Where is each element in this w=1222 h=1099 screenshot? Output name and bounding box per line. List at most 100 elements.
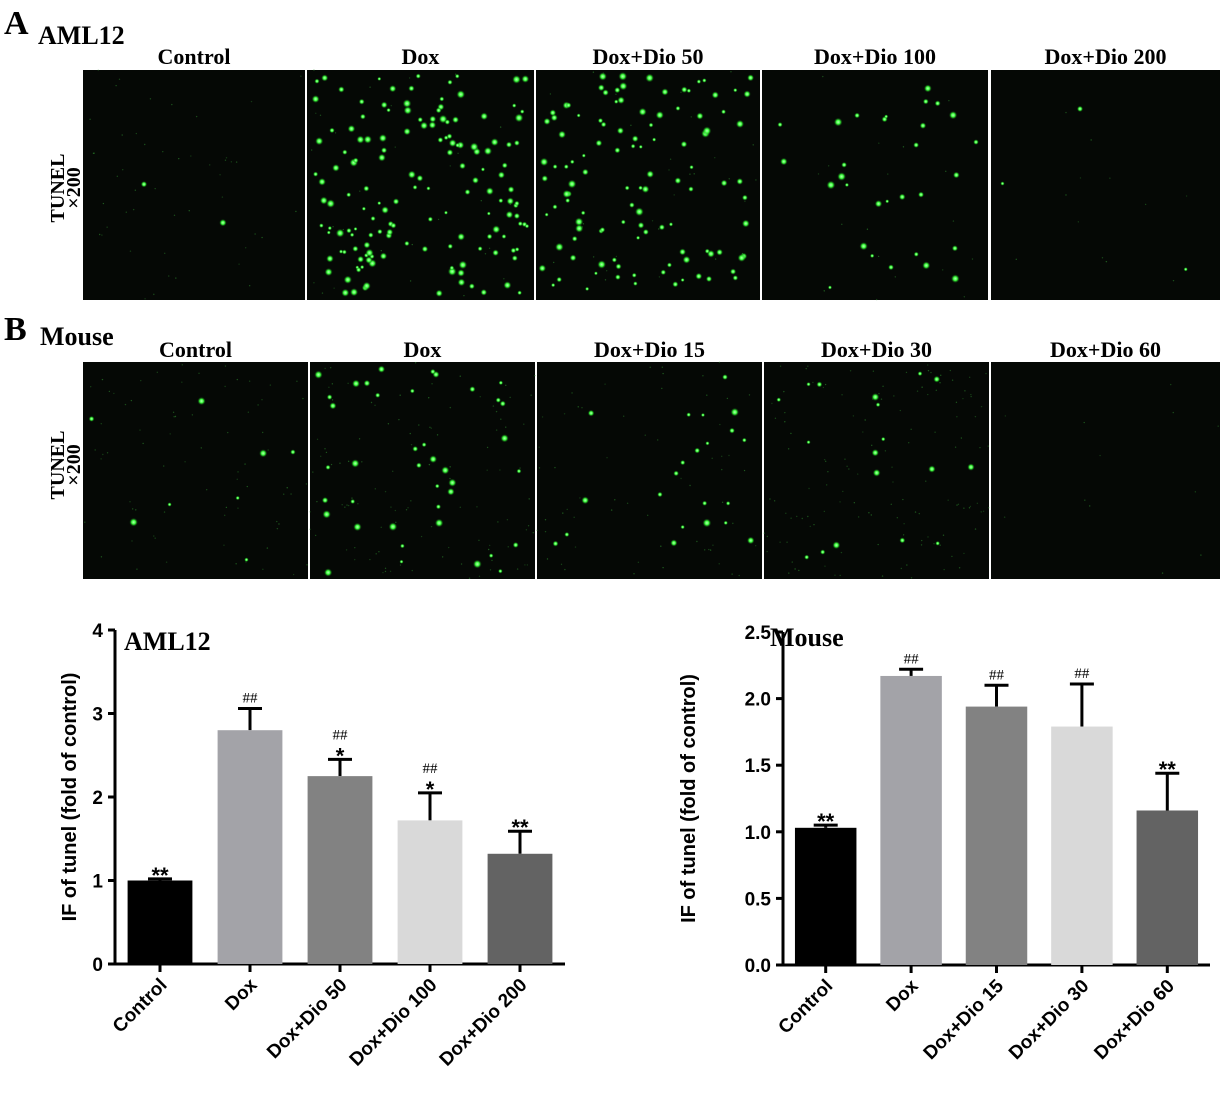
background-speckle [129,250,132,252]
background-speckle [478,575,481,578]
tunel-positive-nucleus [407,170,416,179]
background-speckle [660,545,662,547]
panel-b-micrograph-control [83,362,308,579]
background-speckle [1161,572,1164,574]
background-speckle [124,403,127,406]
background-speckle [823,290,825,292]
background-speckle [980,511,982,513]
background-speckle [718,563,720,565]
background-speckle [536,529,538,532]
background-speckle [121,134,123,136]
background-speckle [784,411,786,414]
tunel-positive-nucleus [702,78,707,83]
background-speckle [380,526,382,529]
background-speckle [398,418,400,421]
background-speckle [195,115,198,118]
tunel-positive-nucleus [563,164,569,170]
tunel-positive-nucleus [492,225,501,234]
panel-b-title: Mouse [40,322,114,351]
background-speckle [507,546,509,548]
background-speckle [296,380,298,382]
background-speckle [964,390,966,392]
bar-dox-dio-50 [307,776,373,964]
tunel-positive-nucleus [598,72,607,81]
background-speckle [319,114,322,116]
tunel-positive-nucleus [416,462,422,469]
background-speckle [630,124,632,127]
tunel-positive-nucleus [380,101,388,109]
tunel-positive-nucleus [668,222,674,227]
tunel-positive-nucleus [725,501,731,506]
tunel-positive-nucleus [377,228,383,235]
significance-marker: ## [904,651,920,667]
background-speckle [101,234,103,236]
background-speckle [615,255,618,258]
background-speckle [1089,505,1091,507]
background-speckle [903,523,905,525]
tunel-positive-nucleus [629,202,635,208]
tunel-positive-nucleus [600,121,607,128]
background-speckle [300,75,302,77]
tunel-positive-nucleus [386,228,394,236]
panel-b-micrograph-bg [991,362,1220,579]
tunel-positive-nucleus [321,74,329,82]
tunel-positive-nucleus [859,242,868,251]
background-speckle [544,530,547,533]
significance-marker: ## [243,690,259,706]
background-speckle [668,169,670,171]
background-speckle [286,487,288,489]
significance-marker: ## [1074,666,1090,682]
tunel-positive-nucleus [349,288,359,297]
tunel-positive-nucleus [928,465,936,473]
tunel-positive-nucleus [458,260,468,270]
background-speckle [345,549,348,551]
background-speckle [948,99,950,102]
background-speckle [1200,554,1202,556]
tunel-positive-nucleus [888,264,894,271]
background-speckle [449,477,451,480]
background-speckle [866,228,869,230]
background-speckle [766,535,769,538]
x-tick-label-dox-dio-200: Dox+Dio 200 [436,975,532,1071]
tunel-positive-nucleus [702,500,708,506]
tunel-positive-nucleus [448,139,457,148]
tunel-positive-nucleus [361,206,367,211]
background-speckle [431,383,433,385]
y-tick-label: 0.5 [745,889,772,910]
tunel-positive-nucleus [390,222,397,229]
tunel-positive-nucleus [505,210,514,219]
background-speckle [1185,195,1188,197]
tunel-positive-nucleus [452,116,460,124]
tunel-positive-nucleus [468,283,475,290]
tunel-positive-nucleus [634,207,644,217]
background-speckle [497,521,499,523]
background-speckle [153,535,155,537]
background-speckle [968,507,971,509]
tunel-positive-nucleus [552,540,559,547]
background-speckle [902,498,904,501]
tunel-positive-nucleus [655,110,664,120]
tunel-positive-nucleus [747,74,755,82]
background-speckle [237,471,239,473]
tunel-positive-nucleus [347,124,356,133]
tunel-positive-nucleus [412,184,418,190]
background-speckle [108,390,111,393]
tunel-positive-nucleus [844,182,850,188]
background-speckle [868,512,870,514]
background-speckle [316,438,319,441]
background-speckle [604,279,607,281]
background-speckle [908,442,910,444]
tunel-positive-nucleus [490,138,499,147]
background-speckle [933,542,935,545]
background-speckle [900,567,903,570]
background-speckle [333,287,335,289]
background-speckle [914,511,917,513]
background-speckle [824,460,827,463]
tunel-positive-nucleus [363,379,371,387]
tunel-positive-nucleus [341,288,350,297]
tunel-positive-nucleus [688,186,694,192]
background-speckle [480,200,482,202]
tunel-positive-nucleus [421,442,427,448]
tunel-positive-nucleus [614,274,621,281]
background-speckle [254,233,256,235]
